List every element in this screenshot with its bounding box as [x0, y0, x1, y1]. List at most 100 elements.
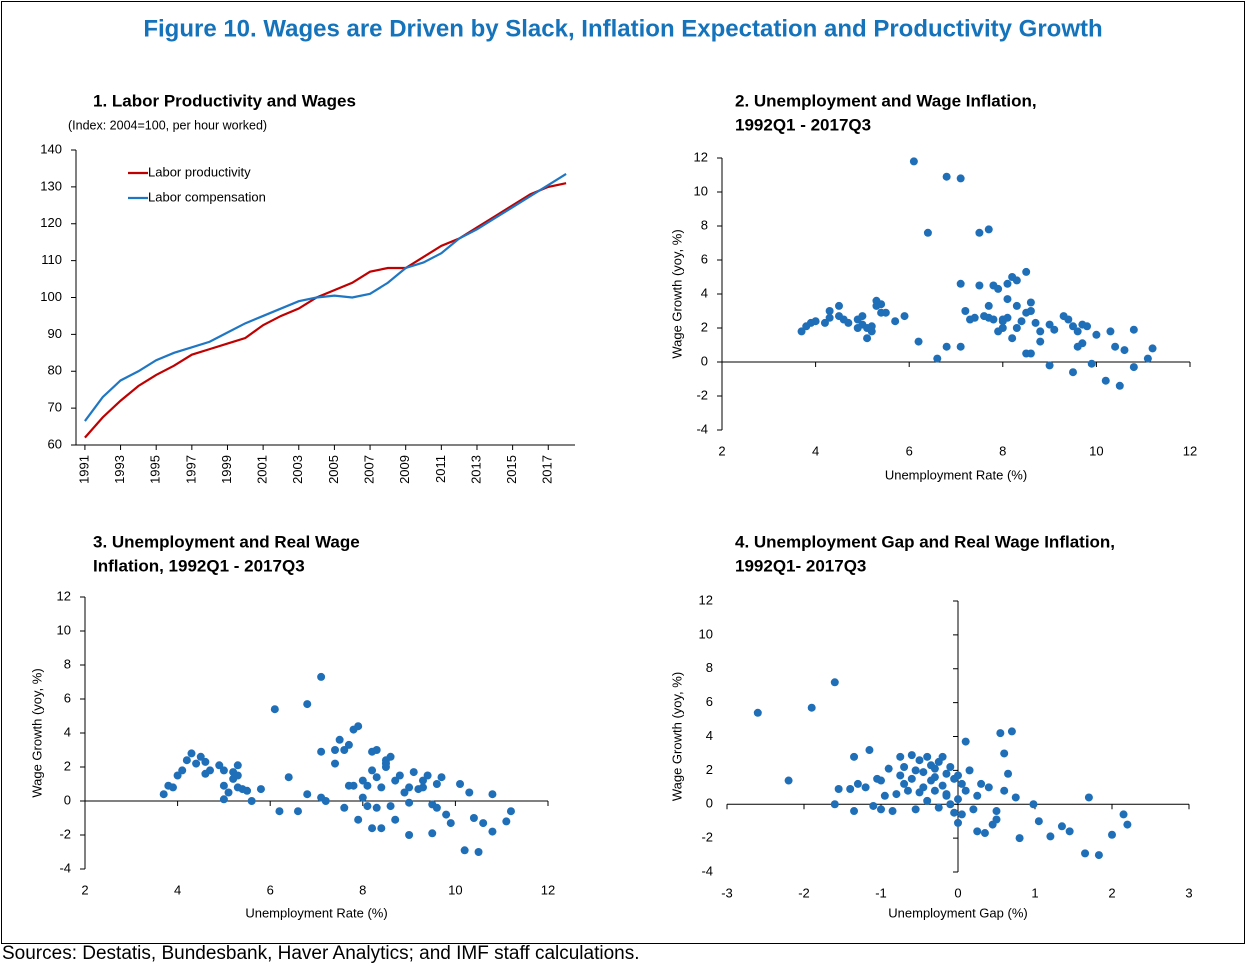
- scatter-point: [942, 769, 951, 778]
- scatter-point: [907, 751, 916, 760]
- scatter-point: [877, 805, 885, 814]
- scatter-point: [1073, 327, 1082, 336]
- scatter-point: [911, 766, 920, 775]
- scatter-point: [956, 174, 965, 183]
- x-tick-label: 6: [267, 882, 274, 897]
- figure-title: Figure 10. Wages are Driven by Slack, In…: [143, 15, 1102, 42]
- scatter-point: [502, 817, 511, 826]
- x-tick-label: 0: [954, 885, 961, 900]
- scatter-point: [1119, 810, 1128, 819]
- scatter-point: [178, 766, 187, 775]
- x-axis-label: Unemployment Gap (%): [888, 905, 1027, 920]
- scatter-point: [506, 807, 515, 816]
- scatter-point: [850, 807, 859, 816]
- scatter-point: [377, 783, 386, 792]
- y-tick-label: -4: [59, 860, 71, 875]
- scatter-point: [966, 315, 975, 324]
- y-tick-label: 0: [64, 792, 71, 807]
- scatter-point: [173, 771, 182, 780]
- scatter-point: [1050, 325, 1059, 334]
- x-tick-label: -2: [798, 885, 810, 900]
- x-tick-label: 3: [1185, 885, 1192, 900]
- scatter-point: [980, 829, 989, 838]
- scatter-point: [880, 791, 889, 800]
- scatter-point: [340, 746, 349, 754]
- scatter-point: [1083, 322, 1092, 331]
- panel-title: 1992Q1- 2017Q3: [735, 556, 866, 575]
- scatter-point: [219, 781, 228, 790]
- scatter-point: [488, 790, 497, 799]
- y-tick-label: 60: [48, 436, 62, 451]
- scatter-point: [363, 781, 372, 790]
- scatter-point: [825, 313, 834, 322]
- scatter-point: [900, 779, 909, 788]
- scatter-point: [340, 803, 349, 812]
- panel-title: 4. Unemployment Gap and Real Wage Inflat…: [735, 532, 1115, 551]
- scatter-point: [1000, 749, 1009, 758]
- y-tick-label: 6: [706, 694, 713, 709]
- scatter-point: [861, 783, 870, 792]
- scatter-point: [919, 768, 928, 777]
- x-tick-label: 2003: [290, 455, 305, 484]
- source-note: Sources: Destatis, Bundesbank, Haver Ana…: [2, 943, 640, 964]
- panel-title: 3. Unemployment and Real Wage: [93, 532, 360, 551]
- scatter-point: [877, 300, 886, 309]
- scatter-point: [753, 708, 762, 717]
- scatter-point: [1120, 346, 1129, 355]
- scatter-point: [1034, 817, 1043, 826]
- scatter-point: [934, 803, 943, 812]
- scatter-point: [954, 771, 962, 780]
- scatter-point: [201, 757, 210, 766]
- scatter-point: [998, 315, 1007, 324]
- y-tick-label: 0: [706, 796, 713, 811]
- scatter-point: [381, 759, 390, 768]
- scatter-point: [1008, 334, 1017, 343]
- y-tick-label: 6: [701, 251, 708, 266]
- scatter-point: [428, 829, 437, 838]
- scatter-point: [391, 815, 400, 824]
- scatter-point: [1084, 793, 1093, 802]
- scatter-point: [469, 814, 478, 822]
- legend-label: Labor compensation: [148, 189, 266, 204]
- scatter-point: [386, 802, 395, 811]
- scatter-point: [303, 700, 312, 709]
- x-tick-label: -3: [721, 885, 733, 900]
- scatter-point: [437, 773, 446, 782]
- scatter-point: [975, 281, 984, 290]
- scatter-point: [1078, 339, 1087, 348]
- scatter-point: [354, 815, 363, 824]
- scatter-point: [1087, 359, 1096, 368]
- scatter-point: [942, 791, 951, 800]
- y-tick-label: 12: [57, 588, 71, 603]
- scatter-point: [368, 766, 377, 775]
- scatter-point: [1012, 301, 1021, 310]
- scatter-point: [834, 785, 843, 794]
- scatter-point: [1026, 349, 1035, 358]
- y-tick-label: 80: [48, 363, 62, 378]
- scatter-point: [1069, 368, 1077, 377]
- x-tick-label: 8: [999, 443, 1006, 458]
- scatter-point: [957, 779, 966, 788]
- scatter-point: [247, 797, 256, 805]
- x-tick-label: 1999: [219, 455, 234, 484]
- scatter-point: [923, 796, 932, 805]
- scatter-point: [215, 761, 224, 770]
- scatter-point: [1036, 327, 1045, 336]
- scatter-point: [317, 672, 326, 681]
- scatter-point: [303, 790, 312, 799]
- scatter-point: [1081, 849, 1090, 858]
- x-tick-label: 10: [1089, 443, 1103, 458]
- series-line: [84, 173, 567, 422]
- x-tick-label: 1997: [183, 455, 198, 484]
- scatter-point: [907, 774, 916, 783]
- scatter-point: [830, 800, 839, 809]
- scatter-point: [317, 747, 326, 756]
- scatter-point: [956, 342, 965, 351]
- scatter-point: [1115, 381, 1124, 390]
- scatter-point: [1092, 330, 1101, 339]
- scatter-point: [1101, 376, 1110, 385]
- scatter-point: [233, 761, 242, 770]
- scatter-point: [1026, 307, 1035, 315]
- scatter-point: [996, 729, 1005, 738]
